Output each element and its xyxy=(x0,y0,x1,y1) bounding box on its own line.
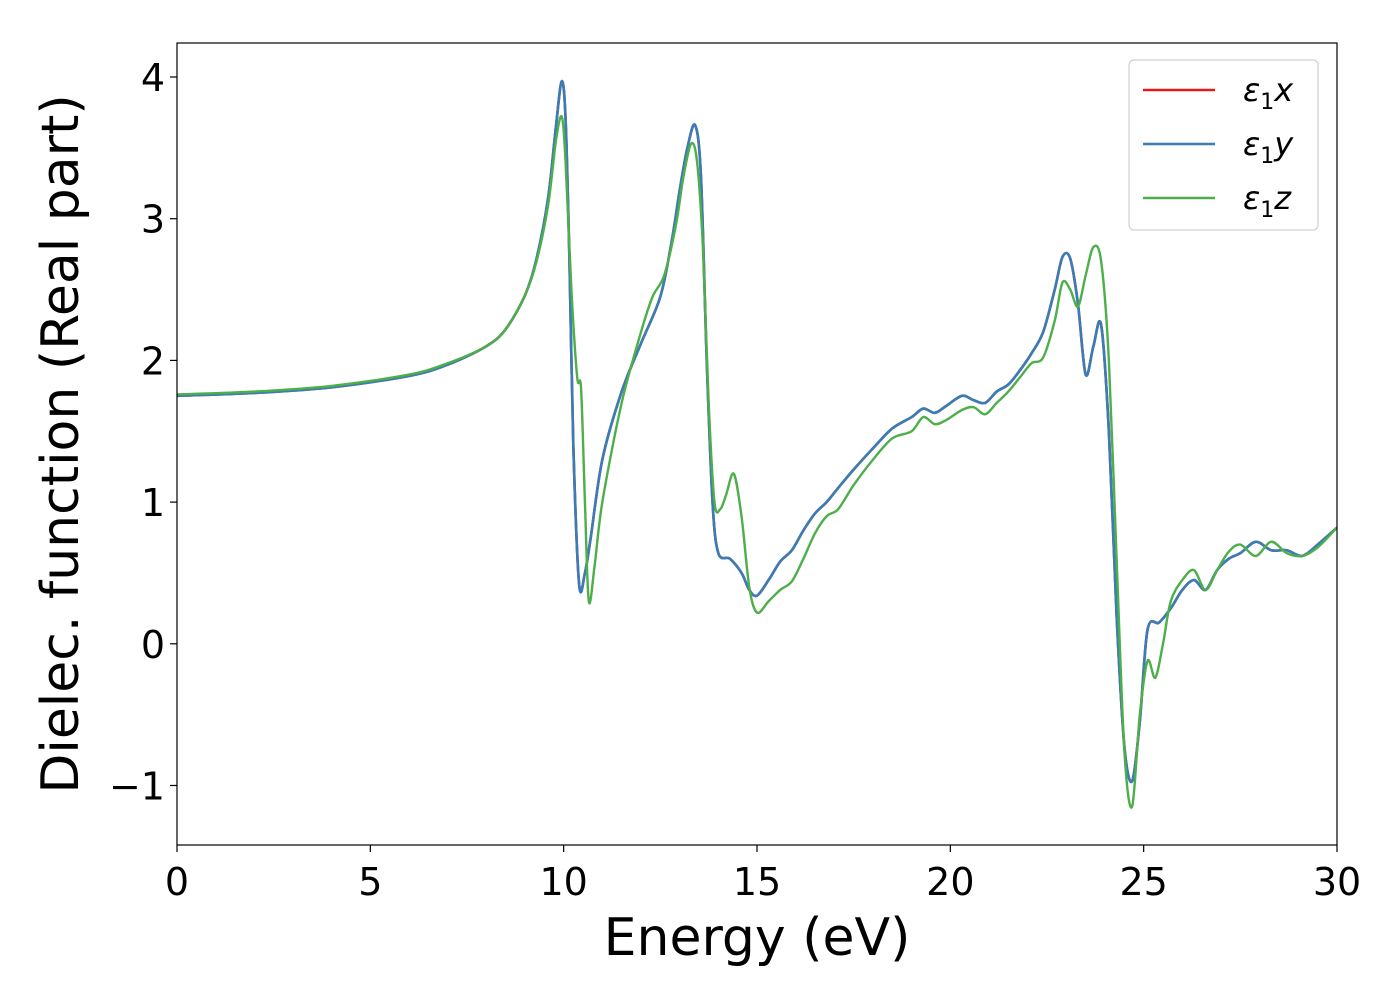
y-axis-label: Dielec. function (Real part) xyxy=(31,94,91,793)
series-line-z xyxy=(177,114,1337,809)
legend-label-z: ε1z xyxy=(1243,179,1292,223)
legend-box xyxy=(1128,59,1319,231)
x-tick-label: 20 xyxy=(926,860,974,904)
x-tick-label: 15 xyxy=(733,860,781,904)
plot-frame xyxy=(176,42,1338,846)
series-line-y xyxy=(177,79,1337,784)
y-tick-label: 1 xyxy=(141,481,165,525)
legend: ε1x ε1y ε1z xyxy=(1128,59,1319,231)
y-tick-label: 0 xyxy=(141,623,165,667)
y-tick-label: −1 xyxy=(109,764,165,808)
y-axis-ticks: −1 0 1 2 3 4 xyxy=(109,56,177,808)
y-tick-label: 4 xyxy=(141,56,165,100)
x-tick-label: 30 xyxy=(1313,860,1361,904)
plot-area xyxy=(177,79,1337,809)
y-tick-label: 3 xyxy=(141,198,165,242)
y-tick-label: 2 xyxy=(141,339,165,383)
x-tick-label: 10 xyxy=(539,860,587,904)
x-tick-label: 25 xyxy=(1119,860,1167,904)
legend-label-y: ε1y xyxy=(1243,125,1294,169)
x-axis-ticks: 0 5 10 15 20 25 30 xyxy=(165,845,1361,904)
x-axis-label: Energy (eV) xyxy=(604,908,911,968)
x-tick-label: 5 xyxy=(358,860,382,904)
legend-label-x: ε1x xyxy=(1243,71,1294,115)
x-tick-label: 0 xyxy=(165,860,189,904)
